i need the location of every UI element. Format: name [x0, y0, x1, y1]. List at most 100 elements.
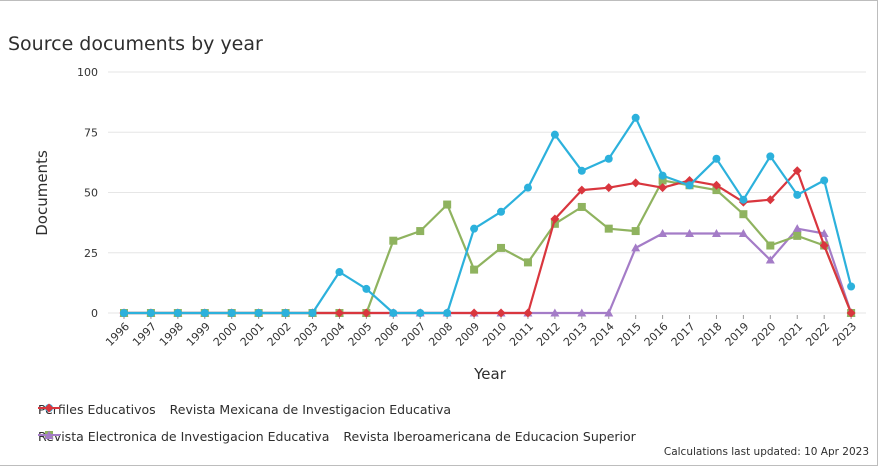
data-point[interactable]	[200, 309, 209, 317]
data-point[interactable]	[334, 308, 344, 318]
data-point[interactable]	[577, 185, 587, 195]
data-point[interactable]	[658, 176, 667, 185]
x-tick-label: 2023	[830, 320, 859, 349]
data-point[interactable]	[604, 154, 613, 163]
data-point[interactable]	[550, 130, 559, 139]
data-point[interactable]	[389, 309, 398, 317]
data-point[interactable]	[497, 243, 506, 252]
data-point[interactable]	[658, 228, 668, 237]
x-tick-label: 2018	[696, 320, 725, 349]
data-point[interactable]	[658, 183, 668, 193]
x-tick-label: 2022	[803, 320, 832, 349]
data-point[interactable]	[685, 228, 695, 237]
data-point[interactable]	[361, 308, 371, 318]
data-point[interactable]	[308, 309, 317, 317]
x-tick-label: 1997	[130, 320, 159, 349]
data-point[interactable]	[604, 224, 613, 233]
data-point[interactable]	[711, 180, 721, 190]
data-point[interactable]	[765, 255, 775, 264]
data-point[interactable]	[712, 186, 721, 195]
data-point[interactable]	[577, 202, 586, 211]
data-point[interactable]	[227, 309, 236, 317]
data-point[interactable]	[497, 207, 506, 216]
legend-item-revista-electronica[interactable]: Revista Electronica de Investigacion Edu…	[38, 429, 329, 444]
data-point[interactable]	[604, 308, 614, 317]
data-point[interactable]	[738, 228, 748, 237]
data-point[interactable]	[792, 166, 802, 176]
legend-item-revista-mexicana[interactable]: Revista Mexicana de Investigacion Educat…	[38, 402, 451, 417]
y-axis-label: Documents	[33, 150, 51, 236]
x-axis-label: Year	[473, 365, 507, 383]
data-point[interactable]	[631, 227, 640, 236]
data-point[interactable]	[685, 181, 694, 190]
data-point[interactable]	[470, 265, 479, 274]
data-point[interactable]	[416, 227, 425, 236]
data-point[interactable]	[658, 171, 667, 180]
data-point[interactable]	[712, 154, 721, 163]
x-tick-label: 2014	[588, 320, 617, 349]
x-tick-label: 1999	[184, 320, 213, 349]
data-point[interactable]	[819, 241, 829, 251]
data-point[interactable]	[847, 282, 856, 291]
series-group	[119, 113, 856, 318]
data-point[interactable]	[604, 183, 614, 193]
data-point[interactable]	[362, 284, 371, 293]
data-point[interactable]	[739, 195, 748, 204]
x-tick-label: 2020	[749, 320, 778, 349]
data-point[interactable]	[792, 224, 802, 233]
data-point[interactable]	[389, 236, 398, 245]
y-axis-ticks: 0 25 50 75 100	[77, 66, 98, 320]
data-point[interactable]	[496, 308, 506, 318]
data-point[interactable]	[577, 166, 586, 175]
x-tick-label: 2017	[669, 320, 698, 349]
y-tick-label: 50	[84, 187, 98, 200]
data-point[interactable]	[416, 309, 425, 317]
data-point[interactable]	[819, 228, 829, 237]
data-point[interactable]	[469, 308, 479, 318]
data-point[interactable]	[254, 309, 263, 317]
legend-item-revista-iberoamericana[interactable]: Revista Iberoamericana de Educacion Supe…	[38, 429, 636, 444]
x-tick-label: 2007	[399, 320, 428, 349]
data-point[interactable]	[766, 241, 775, 250]
data-point[interactable]	[765, 195, 775, 205]
chart-title: Source documents by year	[8, 33, 263, 55]
data-point[interactable]	[820, 176, 829, 185]
data-point[interactable]	[443, 309, 452, 317]
data-point[interactable]	[793, 231, 802, 240]
x-tick-label: 2008	[426, 320, 455, 349]
grid-lines	[108, 71, 866, 314]
legend-swatch	[38, 403, 60, 413]
data-point[interactable]	[281, 309, 290, 317]
x-tick-label: 2019	[723, 320, 752, 349]
data-point[interactable]	[470, 224, 479, 233]
y-tick-label: 25	[84, 247, 98, 260]
data-point[interactable]	[120, 309, 128, 317]
data-point[interactable]	[631, 178, 641, 188]
data-point[interactable]	[550, 219, 559, 228]
data-point[interactable]	[577, 308, 587, 317]
x-tick-label: 2010	[480, 320, 509, 349]
legend-row-2: Revista Electronica de Investigacion Edu…	[38, 429, 650, 444]
legend-label: Revista Electronica de Investigacion Edu…	[38, 429, 330, 444]
x-tick-label: 2000	[211, 320, 240, 349]
data-point[interactable]	[711, 228, 721, 237]
data-point[interactable]	[766, 152, 775, 161]
x-tick-label: 2015	[615, 320, 644, 349]
data-point[interactable]	[550, 214, 560, 224]
data-point[interactable]	[335, 268, 344, 277]
data-point[interactable]	[793, 190, 802, 199]
y-tick-label: 0	[91, 307, 98, 320]
data-point[interactable]	[146, 309, 155, 317]
data-point[interactable]	[631, 243, 641, 252]
data-point[interactable]	[443, 200, 452, 209]
data-point[interactable]	[550, 308, 560, 317]
data-point[interactable]	[523, 183, 532, 192]
data-point[interactable]	[631, 113, 640, 122]
x-tick-label: 2016	[642, 320, 671, 349]
data-point[interactable]	[173, 309, 182, 317]
data-point[interactable]	[846, 308, 856, 318]
data-point[interactable]	[739, 210, 748, 219]
data-point[interactable]	[523, 308, 533, 318]
data-point[interactable]	[523, 258, 532, 267]
